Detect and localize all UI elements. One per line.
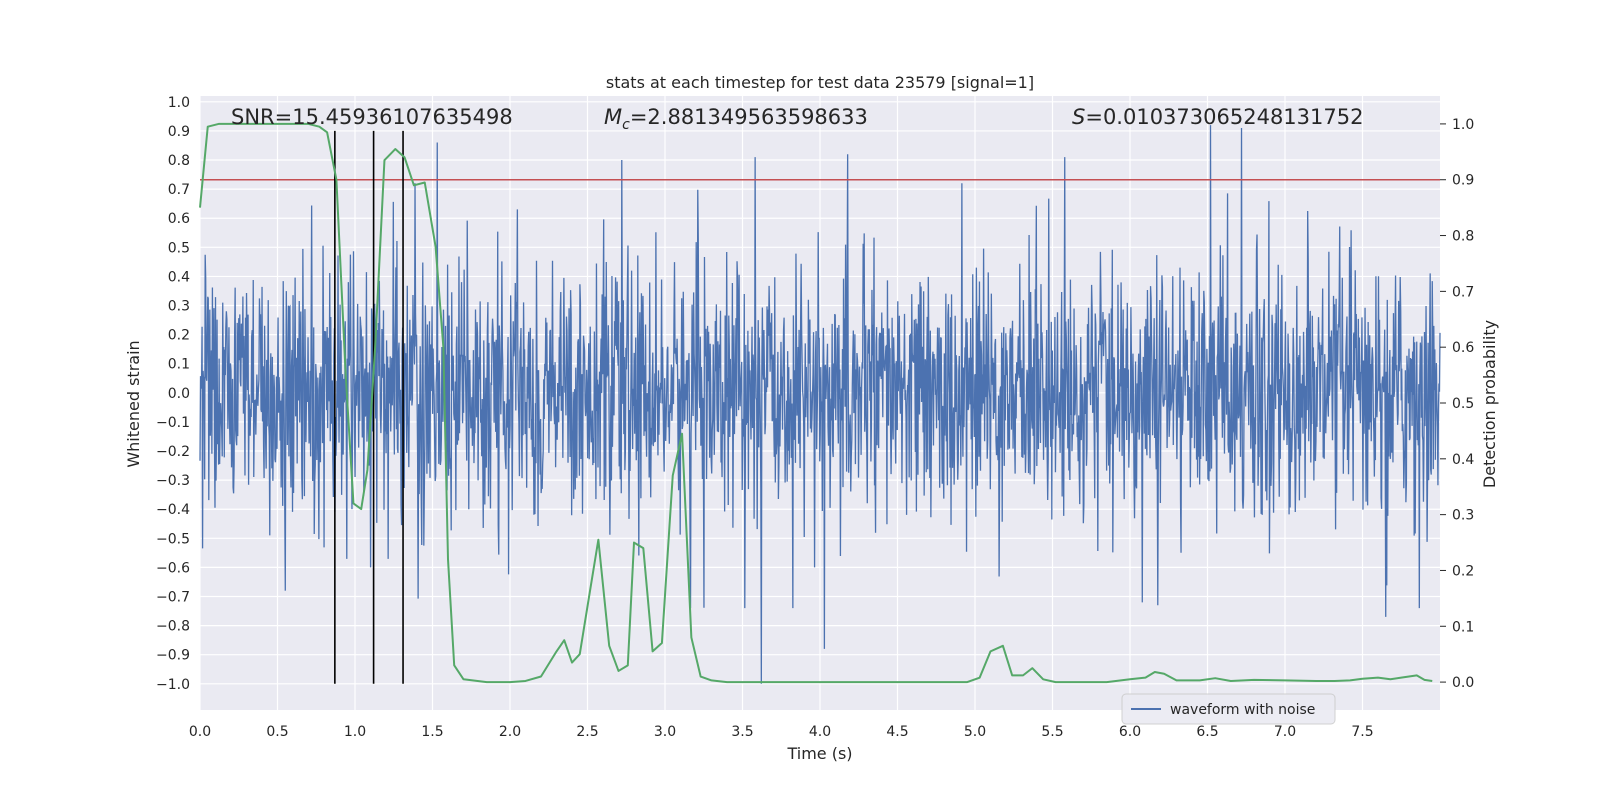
x-tick-label: 7.0 — [1274, 724, 1296, 740]
x-tick-label: 7.5 — [1351, 724, 1373, 740]
y-tick-label: −0.6 — [156, 560, 190, 576]
y-tick-label: −0.3 — [156, 473, 190, 489]
y2-tick-label: 0.9 — [1452, 173, 1474, 189]
y2-tick-label: 0.3 — [1452, 508, 1474, 524]
y2-tick-label: 0.7 — [1452, 284, 1474, 300]
y2-tick-label: 0.0 — [1452, 675, 1474, 691]
y-tick-label: −0.8 — [156, 619, 190, 635]
y2-tick-label: 0.4 — [1452, 452, 1474, 468]
chirp-mass-subscript: c — [622, 117, 630, 133]
y2-tick-label: 0.8 — [1452, 229, 1474, 245]
x-tick-label: 0.0 — [189, 724, 211, 740]
y-tick-label: 0.5 — [168, 240, 190, 256]
probability-line — [199, 122, 1433, 684]
y-tick-label: 0.9 — [168, 124, 190, 140]
s-symbol: S — [1072, 105, 1085, 129]
chirp-mass-symbol: M — [604, 105, 622, 129]
y-tick-label: 0.0 — [168, 386, 190, 402]
x-tick-label: 2.5 — [576, 724, 598, 740]
y2-tick-label: 0.1 — [1452, 619, 1474, 635]
chirp-mass-value: =2.881349563598633 — [630, 105, 868, 129]
x-tick-label: 4.5 — [886, 724, 908, 740]
s-value: =0.010373065248131752 — [1085, 105, 1363, 129]
y-tick-label: 0.2 — [168, 328, 190, 344]
waveform-line — [199, 125, 1441, 684]
y2-tick-label: 1.0 — [1452, 117, 1474, 133]
snr-annotation: SNR=15.45936107635498 — [231, 105, 513, 129]
y-tick-label: 0.8 — [168, 153, 190, 169]
probability-series — [199, 122, 1433, 684]
y-tick-label: 0.4 — [168, 269, 190, 285]
x-tick-label: 5.0 — [964, 724, 986, 740]
vertical-markers — [334, 130, 404, 684]
y-tick-label: −0.4 — [156, 502, 190, 518]
x-tick-label: 5.5 — [1041, 724, 1063, 740]
y-tick-label: 0.6 — [168, 211, 190, 227]
y2-tick-label: 0.5 — [1452, 396, 1474, 412]
x-tick-label: 4.0 — [809, 724, 831, 740]
legend-box — [1121, 693, 1336, 725]
y-tick-label: 0.7 — [168, 182, 190, 198]
y-tick-label: 1.0 — [168, 95, 190, 111]
y-tick-label: −0.5 — [156, 531, 190, 547]
legend: waveform with noise — [1121, 693, 1336, 725]
s-annotation: S=0.010373065248131752 — [1072, 105, 1363, 129]
y-tick-label: −0.9 — [156, 648, 190, 664]
x-tick-label: 0.5 — [266, 724, 288, 740]
waveform-series — [199, 125, 1441, 684]
y-tick-label: −1.0 — [156, 677, 190, 693]
x-tick-label: 1.5 — [421, 724, 443, 740]
x-tick-label: 1.0 — [344, 724, 366, 740]
chart-title: stats at each timestep for test data 235… — [606, 73, 1034, 92]
y-tick-label: 0.1 — [168, 357, 190, 373]
x-tick-label: 3.0 — [654, 724, 676, 740]
y2-tick-label: 0.6 — [1452, 340, 1474, 356]
legend-label: waveform with noise — [1170, 702, 1315, 718]
y2-tick-label: 0.2 — [1452, 563, 1474, 579]
y-tick-label: −0.7 — [156, 590, 190, 606]
x-tick-label: 6.5 — [1196, 724, 1218, 740]
y-tick-label: 0.3 — [168, 299, 190, 315]
y-tick-label: −0.1 — [156, 415, 190, 431]
chirp-mass-annotation: Mc=2.881349563598633 — [604, 105, 868, 133]
x-tick-label: 3.5 — [731, 724, 753, 740]
x-axis-label: Time (s) — [786, 744, 852, 763]
y-tick-label: −0.2 — [156, 444, 190, 460]
x-tick-label: 6.0 — [1119, 724, 1141, 740]
axis-ticks: 0.0 0.5 1.0 1.5 2.0 2.5 3.0 3.5 4.0 4.5 5.0 5.5 6.0 6… — [156, 95, 1474, 740]
y-axis-label: Whitened strain — [124, 340, 143, 467]
y2-axis-label: Detection probability — [1480, 320, 1499, 488]
x-tick-label: 2.0 — [499, 724, 521, 740]
